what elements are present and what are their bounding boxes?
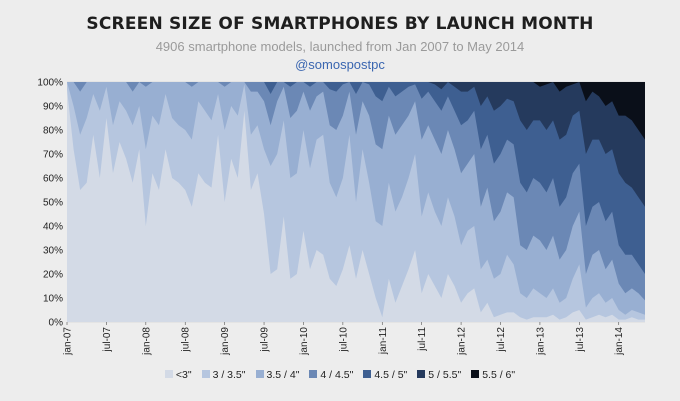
legend-label: 4 / 4.5" [320,369,354,381]
y-tick-label: 70% [43,150,63,161]
y-tick-label: 40% [43,222,63,233]
x-tick-label: jul-07 [102,327,113,353]
x-tick-label: jul-10 [338,327,349,353]
legend-label: 3.5 / 4" [266,369,300,381]
legend-item-2: 3.5 / 4" [255,369,300,381]
legend-label: <3" [175,369,192,381]
x-tick-label: jan-13 [535,327,546,356]
legend-item-4: 4.5 / 5" [363,369,407,381]
legend-label: 5 / 5.5" [428,369,462,381]
chart-title: SCREEN SIZE OF SMARTPHONES BY LAUNCH MON… [86,14,594,34]
legend-item-0: <3" [164,369,192,381]
legend-item-3: 4 / 4.5" [309,369,353,381]
x-tick-label: jan-08 [141,327,152,356]
x-tick-label: jul-08 [181,327,192,353]
chart-legend: <3" 3 / 3.5" 3.5 / 4" 4 / 4.5" 4.5 / 5" 5 / 5… [0,369,680,381]
y-tick-label: 100% [37,78,63,89]
y-tick-label: 60% [43,174,63,185]
y-tick-label: 80% [43,126,63,137]
legend-item-1: 3 / 3.5" [201,369,246,381]
x-tick-label: jan-11 [378,327,389,355]
legend-swatch [255,370,264,378]
x-tick-label: jul-12 [496,327,507,353]
y-tick-label: 20% [43,270,63,281]
legend-swatch [164,370,173,378]
x-tick-label: jan-14 [614,327,625,356]
legend-label: 3 / 3.5" [212,369,246,381]
legend-swatch [201,370,210,378]
legend-swatch [309,370,318,378]
chart-subtitle: 4906 smartphone models, launched from Ja… [155,39,525,54]
x-tick-label: jan-10 [299,327,310,356]
area-series-group [67,82,645,322]
y-tick-label: 50% [43,198,63,209]
y-axis-ticks: 0% 10% 20% 30% 40% 50% 60% 70% 80% 90% 100% [37,78,63,329]
legend-label: 5.5 / 6" [482,369,516,381]
x-tick-label: jul-11 [417,327,428,352]
x-tick-label: jan-09 [220,327,231,356]
x-axis-ticks: jan-07 jul-07 jan-08 jul-08 jan-09 jul-09 jan-… [63,322,625,356]
chart-credit[interactable]: @somospostpc [295,57,385,72]
y-tick-label: 0% [49,318,64,329]
x-tick-label: jul-13 [575,327,586,353]
legend-item-5: 5 / 5.5" [417,369,461,381]
y-tick-label: 30% [43,246,63,257]
legend-item-6: 5.5 / 6" [471,369,515,381]
legend-label: 4.5 / 5" [374,369,408,381]
legend-swatch [417,370,426,378]
y-tick-label: 10% [43,294,63,305]
area-series-0 [67,89,645,322]
legend-swatch [471,370,480,378]
x-tick-label: jul-09 [260,327,271,353]
y-tick-label: 90% [43,102,63,113]
x-tick-label: jan-12 [457,327,468,356]
legend-swatch [363,370,372,378]
x-tick-label: jan-07 [63,327,74,356]
